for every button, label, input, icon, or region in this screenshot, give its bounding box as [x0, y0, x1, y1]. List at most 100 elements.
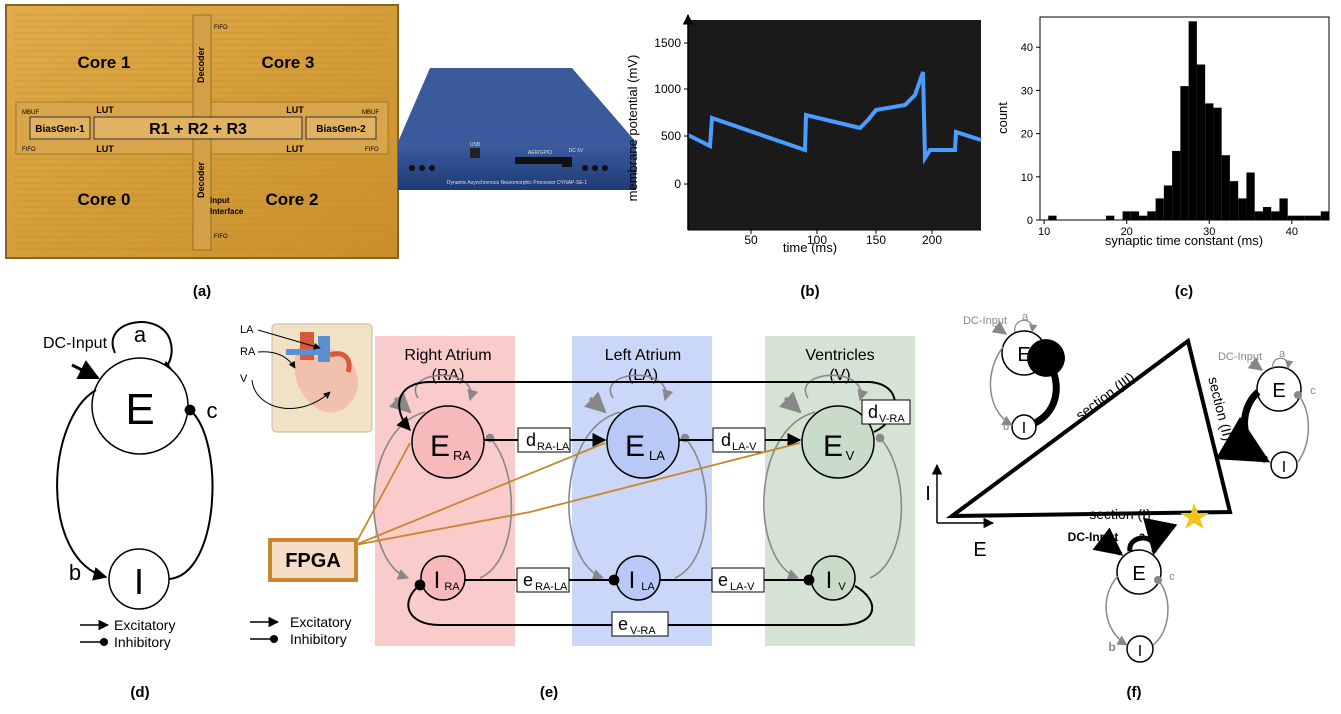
svg-text:E: E — [1017, 344, 1030, 366]
fifo-label: FIFO — [365, 147, 379, 153]
connection-b-label: b — [69, 560, 81, 585]
svg-text:DC-Input: DC-Input — [1068, 530, 1119, 544]
svg-text:LA: LA — [641, 581, 655, 593]
svg-text:a: a — [1139, 529, 1146, 543]
heart-label-v: V — [240, 373, 248, 385]
svg-text:I: I — [1138, 643, 1142, 660]
y-axis-label: count — [995, 102, 1010, 134]
fpga-box — [268, 538, 358, 582]
x-axis-label: synaptic time constant (ms) — [1105, 233, 1263, 248]
neuron-e-label: E — [125, 385, 154, 434]
svg-text:a: a — [1279, 348, 1286, 360]
core-1-label: Core 1 — [78, 53, 131, 72]
panel-f-phase: I E section (I) section (II) section (II… — [925, 311, 1316, 663]
x-tick-label: 10 — [1038, 226, 1050, 238]
core-0-label: Core 0 — [78, 190, 131, 209]
histogram-bar — [1254, 211, 1263, 220]
x-tick-label: 50 — [744, 233, 758, 247]
fifo-label: FIFO — [214, 25, 228, 31]
svg-text:V: V — [846, 448, 855, 463]
histogram-bar — [1048, 215, 1057, 220]
connection-c-label: c — [207, 398, 218, 423]
x-axis-label: time (ms) — [783, 240, 837, 255]
legend-excitatory-label: Excitatory — [290, 614, 351, 630]
histogram-bar — [1271, 211, 1280, 220]
svg-text:I: I — [434, 567, 441, 594]
x-tick-label: 100 — [807, 233, 827, 247]
limit-cycle-triangle — [945, 337, 1233, 519]
histogram-bar — [1287, 215, 1296, 220]
neuron-i-ra: I RA — [420, 555, 466, 601]
histogram-bar — [1246, 172, 1255, 220]
panel-label-a: (a) — [193, 283, 211, 300]
svg-text:d: d — [721, 430, 731, 450]
axis-label-i: I — [925, 483, 931, 505]
panel-label-e: (e) — [540, 684, 558, 701]
axis-label-e: E — [973, 539, 986, 561]
section-iii-label: section (III) — [1073, 369, 1138, 423]
panel-label-f: (f) — [1127, 684, 1142, 701]
histogram-bar — [1295, 215, 1305, 220]
section-i-label: section (I) — [1089, 506, 1150, 522]
lut-label: LUT — [286, 144, 304, 154]
histogram-bar — [1139, 215, 1148, 220]
lut-label: LUT — [96, 105, 114, 115]
svg-text:c: c — [1059, 351, 1066, 365]
svg-text:E: E — [1132, 563, 1145, 585]
x-tick-label: 150 — [866, 233, 886, 247]
svg-text:e: e — [523, 570, 533, 590]
svg-text:c: c — [1169, 571, 1175, 583]
histogram-bar — [1213, 107, 1222, 220]
svg-text:b: b — [1003, 421, 1009, 433]
svg-text:e: e — [618, 614, 628, 634]
neuron-e-v: E V — [801, 405, 875, 479]
histogram-bar — [1238, 198, 1247, 220]
neuron-i-label: I — [134, 561, 144, 602]
svg-text:RA: RA — [453, 448, 471, 463]
histogram-bar — [1205, 103, 1214, 220]
histogram-bar — [1312, 215, 1321, 220]
y-tick-label: 500 — [661, 129, 681, 143]
x-tick-label: 40 — [1286, 226, 1298, 238]
connection-a-label: a — [134, 322, 147, 347]
histogram-bar — [1196, 64, 1206, 220]
x-tick-label: 30 — [1203, 226, 1215, 238]
region-name: Left Atrium — [605, 347, 681, 364]
svg-text:I: I — [629, 567, 636, 594]
svg-text:E: E — [1272, 380, 1285, 402]
heart-label-ra: RA — [240, 346, 256, 358]
svg-text:V: V — [838, 581, 846, 593]
y-tick-label: 0 — [1027, 215, 1033, 227]
core-3-label: Core 3 — [262, 53, 315, 72]
svg-text:b: b — [1108, 640, 1115, 654]
inhib-box-ra-la: e RA-LA — [516, 567, 570, 593]
histogram-bar — [1163, 185, 1173, 220]
panel-a-chip: Core 1 Core 3 Core 0 Core 2 R1 + R2 + R3… — [5, 4, 399, 259]
biasgen-2-label: BiasGen-2 — [316, 124, 366, 135]
mbuf-label: MBUF — [362, 110, 379, 116]
region-name: Right Atrium — [404, 347, 491, 364]
dc-input-arrow — [71, 360, 100, 380]
y-axis-label: membrane potential (mV) — [625, 55, 640, 202]
svg-text:V-RA: V-RA — [879, 413, 905, 425]
x-tick-label: 200 — [922, 233, 942, 247]
usb-label: USB — [470, 142, 481, 148]
y-tick-label: 1000 — [654, 82, 681, 96]
neuron-i-la: I LA — [615, 555, 661, 601]
fpga-label: FPGA — [285, 550, 341, 572]
x-tick-label: 20 — [1121, 226, 1133, 238]
panel-label-b: (b) — [800, 283, 819, 300]
svg-text:E: E — [430, 430, 450, 463]
histogram-bar — [1320, 211, 1329, 220]
core-2-label: Core 2 — [266, 190, 319, 209]
svg-text:DC-Input: DC-Input — [1218, 351, 1262, 363]
fifo-label: FIFO — [214, 234, 228, 240]
svg-text:I: I — [1282, 459, 1286, 476]
y-tick-label: 40 — [1021, 42, 1033, 54]
histogram-bar — [1130, 211, 1140, 220]
histogram-bar — [1188, 21, 1197, 220]
histogram-bar — [1122, 211, 1131, 220]
svg-text:RA: RA — [444, 581, 460, 593]
panel-d-circuit: E I DC-Input a b c Excitatory Inhibitory — [43, 321, 218, 650]
